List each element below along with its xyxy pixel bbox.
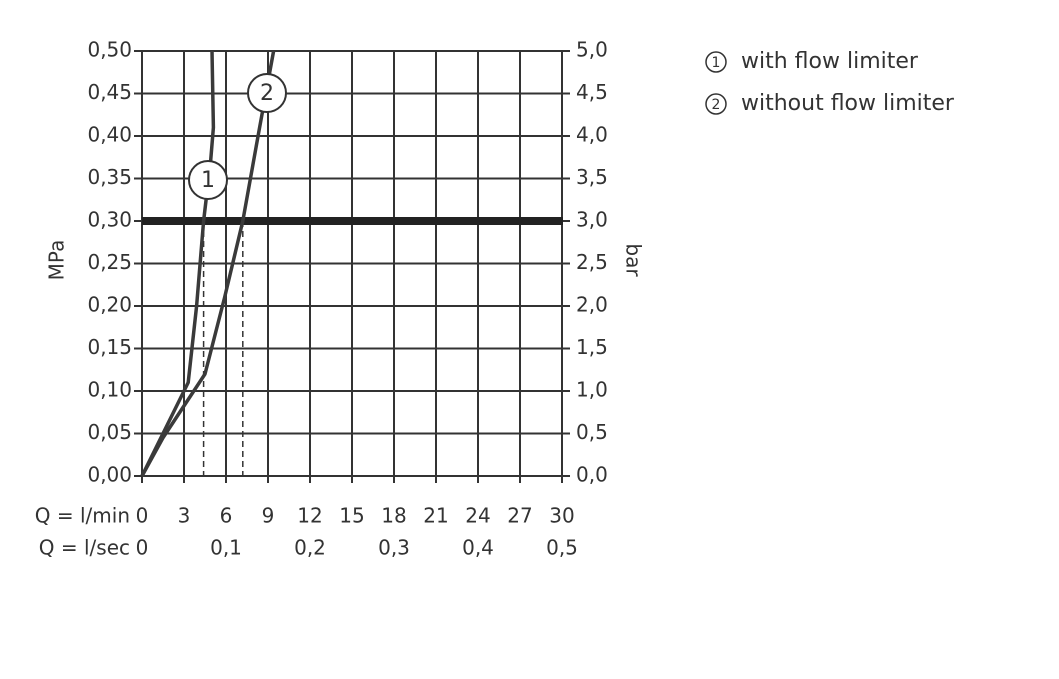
x2-tick-label: 0,5: [546, 536, 578, 560]
y2-tick-label: 3,5: [576, 165, 608, 189]
y-tick-label: 0,05: [87, 420, 132, 444]
legend-marker-label: 2: [712, 97, 721, 113]
y2-tick-label: 4,5: [576, 80, 608, 104]
x2-tick-label: 0: [136, 536, 149, 560]
x2-tick-label: 0,1: [210, 536, 242, 560]
y2-tick-label: 5,0: [576, 38, 608, 62]
y-tick-label: 0,35: [87, 165, 132, 189]
legend-marker-label: 1: [712, 55, 721, 71]
series-marker-label: 1: [201, 168, 215, 193]
y2-tick-label: 2,5: [576, 250, 608, 274]
x2-tick-label: 0,3: [378, 536, 410, 560]
y-tick-label: 0,30: [87, 208, 132, 232]
series-line: [140, 50, 276, 477]
y-tick-label: 0,00: [87, 463, 132, 487]
y2-tick-label: 0,5: [576, 420, 608, 444]
y-tick-label: 0,25: [87, 250, 132, 274]
y-tick-label: 0,15: [87, 335, 132, 359]
x2-tick-label: 0,4: [462, 536, 494, 560]
x2-axis-label: Q = l/sec: [39, 536, 130, 560]
y-tick-label: 0,50: [87, 38, 132, 62]
x-tick-label: 12: [297, 504, 322, 528]
y-tick-label: 0,10: [87, 378, 132, 402]
series-marker-circle: [247, 73, 287, 113]
y2-tick-label: 4,0: [576, 123, 608, 147]
legend-label: with flow limiter: [741, 49, 919, 74]
series-marker-label: 2: [260, 81, 274, 106]
x-tick-label: 30: [549, 504, 574, 528]
x-tick-label: 18: [381, 504, 406, 528]
x-tick-label: 3: [178, 504, 191, 528]
x-tick-label: 6: [220, 504, 233, 528]
y2-tick-label: 2,0: [576, 293, 608, 317]
y2-tick-label: 1,5: [576, 335, 608, 359]
y2-axis-label: bar: [622, 243, 646, 277]
y2-tick-label: 0,0: [576, 463, 608, 487]
y-tick-label: 0,40: [87, 123, 132, 147]
y-tick-label: 0,45: [87, 80, 132, 104]
y-tick-label: 0,20: [87, 293, 132, 317]
x2-tick-label: 0,2: [294, 536, 326, 560]
x-tick-label: 0: [136, 504, 149, 528]
y2-tick-label: 3,0: [576, 208, 608, 232]
x-tick-label: 27: [507, 504, 532, 528]
x-tick-label: 9: [262, 504, 275, 528]
series-line: [140, 50, 216, 477]
y-axis-label: MPa: [45, 240, 69, 281]
x-tick-label: 24: [465, 504, 490, 528]
legend-marker-circle: [705, 51, 727, 73]
x-tick-label: 21: [423, 504, 448, 528]
x-tick-label: 15: [339, 504, 364, 528]
y2-tick-label: 1,0: [576, 378, 608, 402]
series-marker-circle: [188, 160, 228, 200]
legend-marker-circle: [705, 93, 727, 115]
legend-label: without flow limiter: [741, 91, 955, 116]
x-axis-label: Q = l/min: [35, 504, 130, 528]
